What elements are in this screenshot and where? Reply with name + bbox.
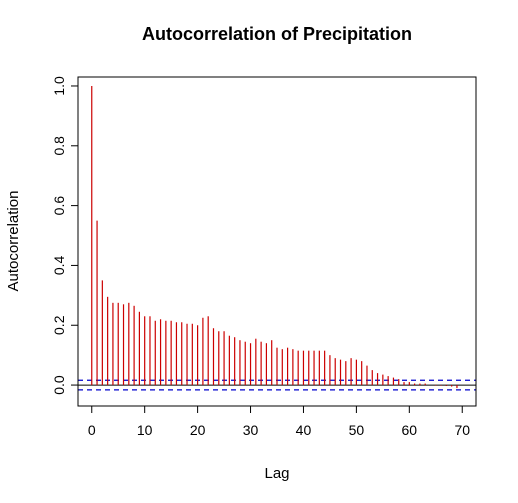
chart-title: Autocorrelation of Precipitation [142, 24, 412, 44]
x-tick-label-70: 70 [454, 422, 470, 438]
x-tick-label-30: 30 [243, 422, 259, 438]
x-tick-label-10: 10 [137, 422, 153, 438]
y-axis: 0.0 0.2 0.4 0.6 0.8 1.0 [51, 76, 78, 395]
y-tick-label-2: 0.4 [51, 255, 67, 275]
x-tick-label-40: 40 [296, 422, 312, 438]
y-tick-label-5: 1.0 [51, 76, 67, 96]
x-tick-label-0: 0 [88, 422, 96, 438]
x-tick-label-50: 50 [349, 422, 365, 438]
y-axis-label: Autocorrelation [5, 191, 22, 292]
x-axis: 0 10 20 30 40 50 60 70 [88, 406, 470, 438]
plot-frame [77, 76, 477, 407]
acf-bars [91, 85, 458, 389]
y-tick-label-0: 0.0 [51, 375, 67, 395]
y-tick-label-1: 0.2 [51, 315, 67, 335]
x-tick-label-20: 20 [190, 422, 206, 438]
x-axis-label: Lag [264, 465, 289, 482]
x-tick-label-60: 60 [402, 422, 418, 438]
y-tick-label-4: 0.8 [51, 136, 67, 156]
y-tick-label-3: 0.6 [51, 196, 67, 216]
